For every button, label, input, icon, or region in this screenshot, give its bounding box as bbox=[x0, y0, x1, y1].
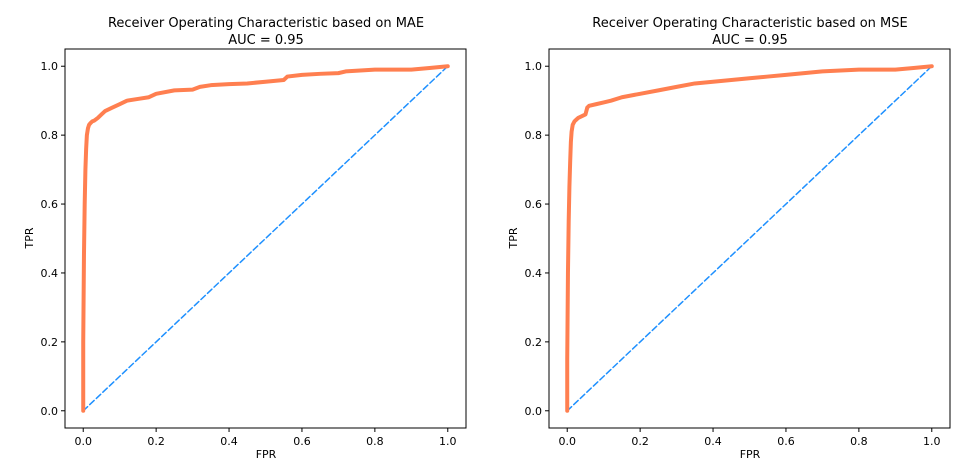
axes-frame bbox=[548, 48, 951, 429]
x-axis-label: FPR bbox=[740, 448, 761, 461]
y-tick-label: 0.8 bbox=[41, 129, 59, 142]
y-tick-label: 0.6 bbox=[41, 198, 59, 211]
x-tick-label: 1.0 bbox=[439, 435, 457, 448]
plot-area: 0.0 0.2 0.4 0.6 0.8 1.0 0.0 0.2 0.4 0.6 0.8 1.0 bbox=[525, 48, 951, 448]
y-tick-label: 1.0 bbox=[41, 60, 59, 73]
x-tick-label: 0.6 bbox=[293, 435, 311, 448]
chart-subtitle-auc: AUC = 0.95 bbox=[712, 33, 788, 48]
chart-title: Receiver Operating Characteristic based … bbox=[108, 16, 424, 31]
y-tick-label: 0.4 bbox=[525, 267, 543, 280]
y-axis-label: TPR bbox=[23, 227, 36, 249]
roc-chart-mse: Receiver Operating Characteristic based … bbox=[507, 16, 951, 461]
roc-chart-mae: Receiver Operating Characteristic based … bbox=[23, 16, 467, 461]
axes-frame bbox=[64, 48, 467, 429]
y-tick-label: 1.0 bbox=[525, 60, 543, 73]
y-tick-label: 0.0 bbox=[525, 405, 543, 418]
x-tick-label: 0.0 bbox=[74, 435, 92, 448]
y-tick-label: 0.2 bbox=[525, 336, 543, 349]
roc-curve-line bbox=[565, 64, 934, 413]
x-tick-label: 0.8 bbox=[850, 435, 868, 448]
y-tick-label: 0.6 bbox=[525, 198, 543, 211]
x-tick-label: 0.4 bbox=[220, 435, 238, 448]
chance-diagonal-line bbox=[566, 65, 933, 412]
y-tick-label: 0.2 bbox=[41, 336, 59, 349]
x-tick-label: 0.8 bbox=[366, 435, 384, 448]
plot-area: 0.0 0.2 0.4 0.6 0.8 1.0 0.0 0.2 0.4 0.6 0.8 1.0 bbox=[41, 48, 467, 448]
y-axis-label: TPR bbox=[507, 227, 520, 249]
roc-curve-line bbox=[81, 64, 450, 413]
y-tick-label: 0.0 bbox=[41, 405, 59, 418]
x-axis-label: FPR bbox=[256, 448, 277, 461]
chart-subtitle-auc: AUC = 0.95 bbox=[228, 33, 304, 48]
x-tick-label: 1.0 bbox=[923, 435, 941, 448]
x-tick-label: 0.2 bbox=[147, 435, 165, 448]
x-tick-label: 0.2 bbox=[631, 435, 649, 448]
chart-title: Receiver Operating Characteristic based … bbox=[592, 16, 907, 31]
x-tick-label: 0.4 bbox=[704, 435, 722, 448]
y-tick-label: 0.4 bbox=[41, 267, 59, 280]
chance-diagonal-line bbox=[82, 65, 449, 412]
x-tick-label: 0.6 bbox=[777, 435, 795, 448]
y-tick-label: 0.8 bbox=[525, 129, 543, 142]
x-tick-label: 0.0 bbox=[558, 435, 576, 448]
